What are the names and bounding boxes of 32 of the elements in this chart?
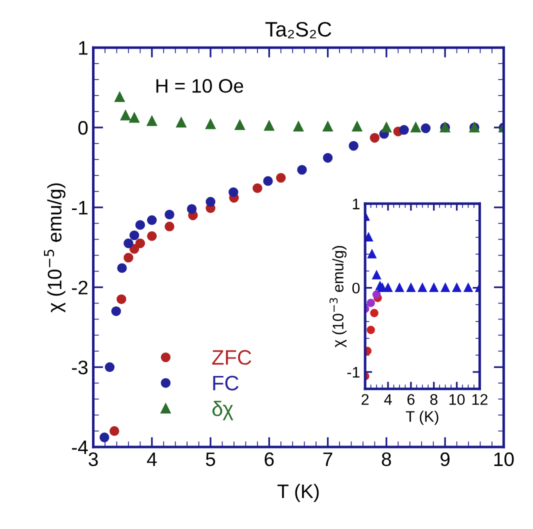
y-tick-label: 0 bbox=[352, 282, 360, 294]
x-tick-label: 10 bbox=[449, 394, 465, 405]
x-tick-label: 8 bbox=[430, 394, 438, 405]
x-tick-label: 4 bbox=[146, 452, 157, 466]
y-tick-label: -3 bbox=[72, 360, 88, 374]
legend-label: FC bbox=[213, 376, 238, 390]
x-tick-label: 4 bbox=[384, 394, 392, 405]
y-tick-label: 1 bbox=[352, 198, 360, 210]
x-tick-label: 5 bbox=[206, 452, 216, 466]
x-tick-label: 9 bbox=[440, 452, 450, 466]
y-tick-label: -1 bbox=[72, 201, 88, 214]
annotation: H = 10 Oe bbox=[156, 79, 244, 93]
x-tick-label: 2 bbox=[362, 394, 369, 405]
legend-label: ZFC bbox=[212, 350, 252, 365]
x-axis-title: T (K) bbox=[406, 410, 438, 425]
x-tick-label: 6 bbox=[264, 452, 274, 466]
y-axis-title: χ (10$^{−5}$ emu/g) bbox=[44, 183, 66, 312]
x-axis-title: T (K) bbox=[277, 484, 319, 502]
y-tick-label: -4 bbox=[72, 440, 88, 454]
y-axis-title: χ (10$^{−3}$ emu/g) bbox=[330, 246, 347, 348]
legend-label: δχ bbox=[212, 400, 234, 420]
x-tick-label: 6 bbox=[407, 394, 415, 405]
chart-title: Ta₂S₂C bbox=[265, 22, 332, 38]
x-tick-label: 8 bbox=[382, 452, 391, 466]
y-tick-label: -2 bbox=[72, 280, 88, 294]
y-tick-label: 1 bbox=[79, 41, 88, 55]
y-tick-label: -1 bbox=[347, 367, 360, 378]
y-tick-label: 0 bbox=[78, 120, 88, 135]
x-tick-label: 7 bbox=[323, 452, 332, 466]
x-tick-label: 10 bbox=[494, 452, 514, 466]
x-tick-label: 3 bbox=[88, 452, 98, 466]
x-tick-label: 12 bbox=[472, 394, 488, 405]
